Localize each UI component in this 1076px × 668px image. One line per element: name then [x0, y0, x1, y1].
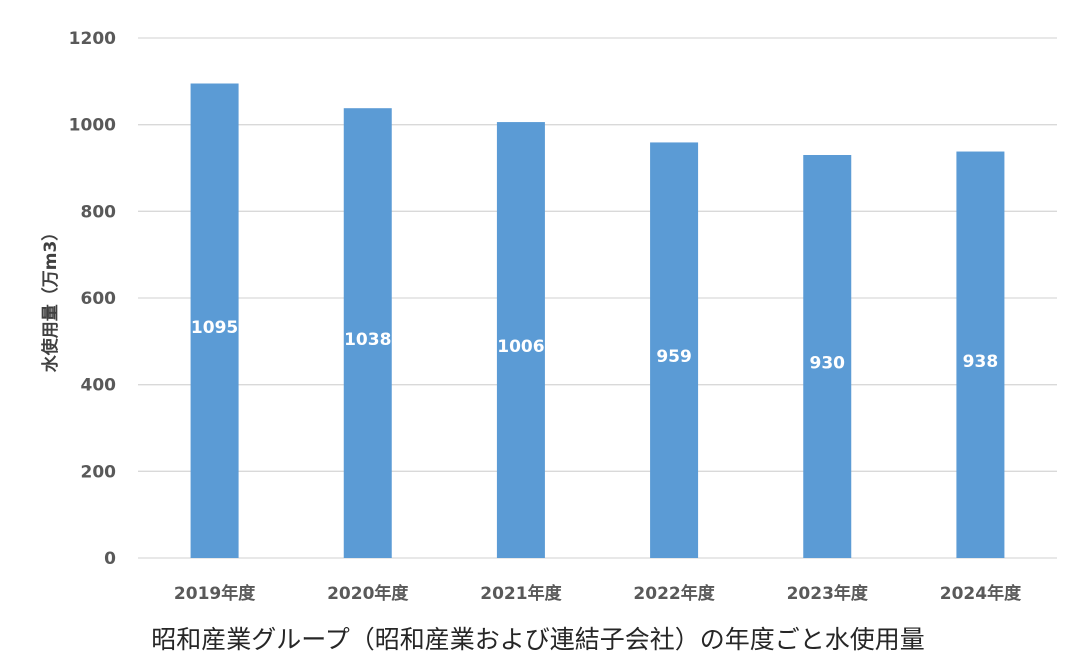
y-tick-label: 0: [104, 549, 116, 569]
y-tick-label: 600: [81, 289, 117, 309]
y-axis-label: 水使用量（万m3）: [40, 224, 61, 373]
x-category-label: 2023年度: [787, 583, 869, 604]
bar: [650, 142, 699, 558]
y-tick-label: 1200: [69, 29, 116, 49]
y-tick-label: 1000: [69, 116, 116, 136]
x-category-label: 2019年度: [174, 583, 256, 604]
data-label: 1095: [191, 318, 238, 338]
y-axis-ticks: 0 200 400 600 800 1000 1200: [69, 29, 116, 569]
x-category-label: 2024年度: [940, 583, 1022, 604]
bar: [803, 155, 852, 558]
data-label: 959: [656, 347, 692, 367]
bar: [496, 122, 545, 559]
y-tick-label: 400: [81, 376, 117, 396]
bar: [956, 151, 1005, 559]
bar-series: [190, 83, 1005, 559]
chart-caption: 昭和産業グループ（昭和産業および連結子会社）の年度ごと水使用量: [151, 625, 925, 654]
x-axis-categories: 2019年度 2020年度 2021年度 2022年度 2023年度 2024年度: [174, 583, 1022, 604]
y-tick-label: 800: [81, 202, 117, 222]
data-label: 1038: [344, 330, 391, 350]
water-usage-bar-chart: 0 200 400 600 800 1000 1200 1095 1038 1006 959 930…: [40, 29, 1057, 604]
gridlines: [138, 37, 1057, 559]
y-tick-label: 200: [81, 462, 117, 482]
data-labels: 1095 1038 1006 959 930 938: [191, 318, 998, 374]
bar: [343, 108, 392, 558]
x-category-label: 2021年度: [480, 583, 562, 604]
data-label: 1006: [497, 337, 544, 357]
data-label: 938: [963, 352, 999, 372]
data-label: 930: [810, 354, 846, 374]
bar: [190, 83, 239, 558]
x-category-label: 2022年度: [633, 583, 715, 604]
x-category-label: 2020年度: [327, 583, 409, 604]
